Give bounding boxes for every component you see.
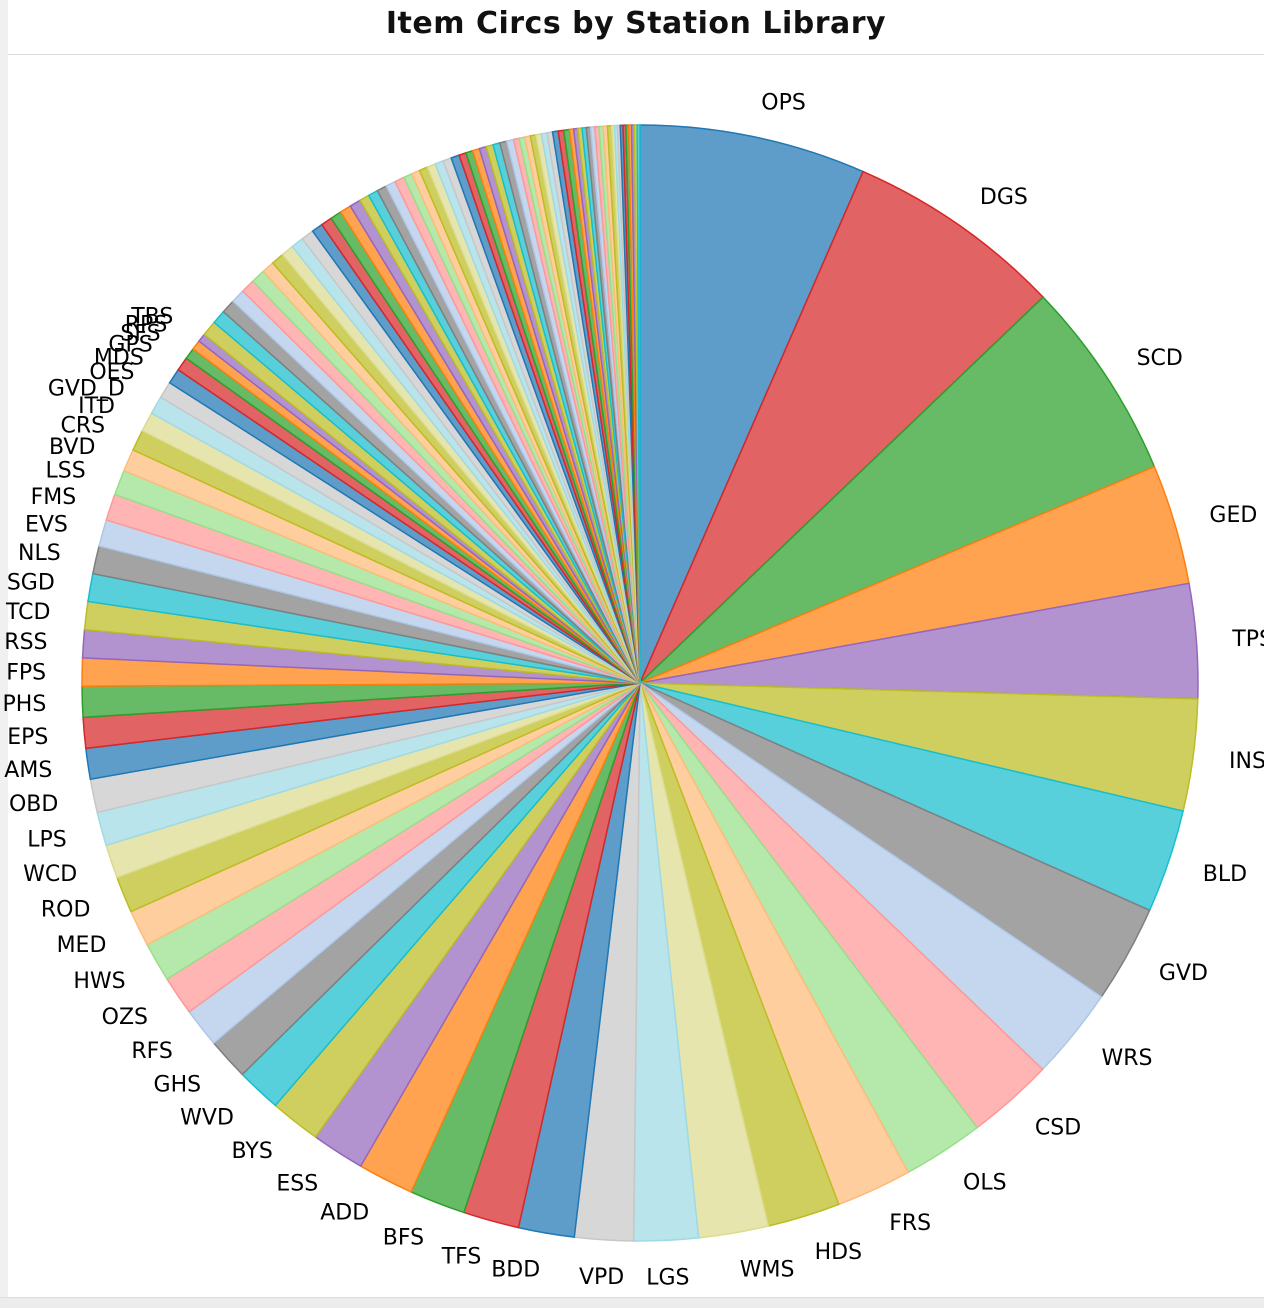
slice-label-ols: OLS: [963, 1171, 1007, 1196]
slice-label-evs: EVS: [25, 512, 68, 537]
pie-slice-dgs: [639, 170, 1045, 684]
slice-label-bys: BYS: [232, 1139, 273, 1164]
slice-label-bld: BLD: [1203, 862, 1247, 887]
slice-label-tfs: TFS: [441, 1244, 482, 1269]
slice-label-rod: ROD: [41, 897, 91, 922]
pie-labels: OPS DGS SCD GED TPS INS BLD GVD WRS CSD OLS FRS HDS W…: [3, 91, 1264, 1291]
slice-label-ged: GED: [1209, 503, 1257, 528]
slice-label-phs: PHS: [3, 692, 47, 717]
pie-slice-ops: [639, 124, 865, 684]
slice-label-lps: LPS: [27, 827, 67, 852]
slice-label-tbs: TBS: [130, 305, 173, 330]
slice-label-wvd: WVD: [180, 1106, 234, 1131]
slice-label-lss: LSS: [46, 459, 86, 484]
slice-label-gvd: GVD: [1159, 961, 1208, 986]
slice-label-bdd: BDD: [491, 1258, 540, 1283]
slice-label-lgs: LGS: [646, 1265, 689, 1290]
slice-label-nls: NLS: [18, 541, 61, 566]
slice-label-med: MED: [57, 933, 107, 958]
slice-label-rss: RSS: [4, 630, 47, 655]
slice-label-scd: SCD: [1137, 346, 1183, 371]
slice-label-gps: GPS: [108, 332, 152, 357]
slice-label-ops: OPS: [761, 91, 806, 116]
pie-slice-scd: [639, 296, 1156, 684]
slice-label-sfs: SFS: [120, 321, 160, 346]
title-bar: Item Circs by Station Library: [8, 0, 1264, 55]
slice-label-wrs: WRS: [1102, 1046, 1153, 1071]
slice-label-ghs: GHS: [154, 1072, 202, 1097]
slice-label-oes: OES: [89, 360, 134, 385]
slice-label-sgd: SGD: [7, 570, 55, 595]
slice-label-add: ADD: [320, 1201, 369, 1226]
slice-label-fps: FPS: [6, 660, 46, 685]
slice-label-eps: EPS: [7, 725, 48, 750]
slice-label-hds: HDS: [815, 1240, 862, 1265]
slice-label-fms: FMS: [31, 485, 77, 510]
slice-label-wcd: WCD: [23, 862, 77, 887]
slice-label-dgs: DGS: [980, 185, 1028, 210]
slice-label-csd: CSD: [1035, 1116, 1081, 1141]
pie-slices: [81, 124, 1199, 1242]
slice-label-tps: TPS: [1231, 627, 1264, 652]
slice-label-ozs: OZS: [102, 1005, 148, 1030]
slice-label-obd: OBD: [9, 792, 58, 817]
pie-slice-unlabelled-118: [636, 124, 641, 684]
slice-label-rps: RPS: [125, 312, 168, 337]
slice-label-ams: AMS: [4, 758, 52, 783]
slice-label-ins: INS: [1229, 749, 1264, 774]
slice-label-mds: MDS: [94, 346, 144, 371]
slice-label-crs: CRS: [60, 414, 105, 439]
slice-label-itd: ITD: [78, 394, 115, 419]
slice-label-wms: WMS: [740, 1258, 795, 1283]
slice-label-hws: HWS: [73, 969, 125, 994]
slice-label-frs: FRS: [889, 1211, 931, 1236]
slice-label-rfs: RFS: [131, 1039, 173, 1064]
slice-label-bvd: BVD: [49, 435, 95, 460]
chart-title: Item Circs by Station Library: [385, 6, 887, 41]
slice-label-ess: ESS: [276, 1171, 318, 1196]
slice-label-vpd: VPD: [579, 1265, 624, 1290]
slice-label-bfs: BFS: [383, 1225, 424, 1250]
slice-label-tcd: TCD: [5, 600, 50, 625]
bottom-scroll-strip: [0, 1297, 1264, 1308]
slice-label-gvd_d: GVD_D: [48, 376, 125, 401]
